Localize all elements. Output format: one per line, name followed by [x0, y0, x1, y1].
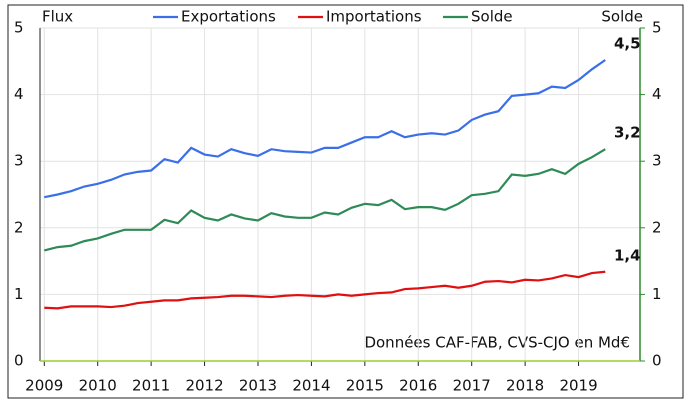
x-tick-label: 2018	[506, 377, 544, 395]
y2-tick-label: 1	[652, 285, 662, 303]
y-tick-label: 3	[14, 152, 24, 170]
x-tick-label: 2009	[25, 377, 63, 395]
x-tick-label: 2011	[132, 377, 170, 395]
legend-label: Exportations	[181, 8, 276, 26]
y-tick-label: 5	[14, 19, 24, 37]
end-label: 1,4	[614, 246, 641, 264]
x-tick-label: 2017	[453, 377, 491, 395]
x-tick-label: 2013	[239, 377, 277, 395]
y-tick-label: 2	[14, 218, 24, 236]
y2-axis-label: Solde	[601, 8, 643, 26]
end-label: 3,2	[614, 124, 641, 142]
series-line	[44, 148, 606, 252]
frame	[7, 4, 684, 399]
series-line	[44, 59, 606, 199]
y-tick-label: 0	[14, 352, 24, 370]
x-tick-label: 2015	[346, 377, 384, 395]
x-tick-label: 2010	[79, 377, 117, 395]
x-tick-label: 2014	[292, 377, 330, 395]
legend-label: Solde	[471, 8, 513, 26]
end-label: 4,5	[614, 34, 641, 52]
y-tick-label: 1	[14, 285, 24, 303]
legend-label: Importations	[326, 8, 422, 26]
y2-tick-label: 4	[652, 85, 662, 103]
x-tick-label: 2019	[559, 377, 597, 395]
y2-tick-label: 5	[652, 19, 662, 37]
y2-tick-label: 0	[652, 352, 662, 370]
note: Données CAF-FAB, CVS-CJO en Md€	[364, 334, 630, 352]
x-tick-label: 2016	[399, 377, 437, 395]
y2-tick-label: 2	[652, 218, 662, 236]
x-tick-label: 2012	[185, 377, 223, 395]
y-tick-label: 4	[14, 85, 24, 103]
y-axis-label: Flux	[42, 8, 73, 26]
series-line	[44, 270, 606, 310]
y2-tick-label: 3	[652, 152, 662, 170]
